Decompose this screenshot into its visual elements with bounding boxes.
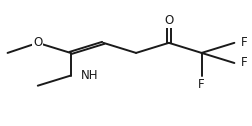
Text: F: F [198,78,205,91]
Text: NH: NH [81,69,98,82]
Text: F: F [241,56,247,70]
Text: O: O [164,14,173,27]
Text: F: F [241,36,247,49]
Text: O: O [33,36,42,49]
